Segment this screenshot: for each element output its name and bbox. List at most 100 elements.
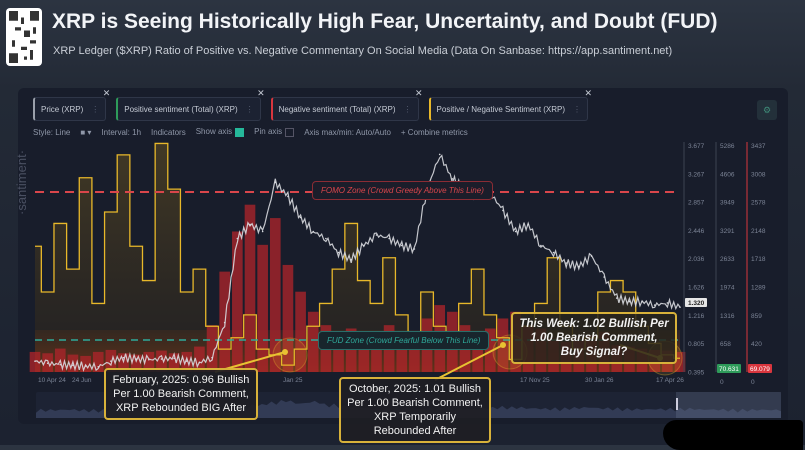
price-point <box>641 300 643 303</box>
checkbox-checked[interactable] <box>235 127 245 137</box>
negative-sentiment-bar <box>130 354 142 372</box>
negative-sentiment-bar <box>181 351 193 372</box>
negative-sentiment-bar <box>206 325 218 372</box>
metric-pills: Price (XRP) ⋮ ✕ Positive sentiment (Total)… <box>33 88 592 121</box>
negative-sentiment-bar <box>333 331 344 372</box>
combine-metrics-button[interactable]: + Combine metrics <box>400 127 468 137</box>
axis-tick-label: 2.036 <box>688 256 705 263</box>
x-tick-label: 17 Nov 25 <box>520 377 550 384</box>
price-point <box>578 265 580 268</box>
metric-pill-negative[interactable]: Negative sentiment (Total) (XRP) ⋮ ✕ <box>270 88 423 121</box>
price-point <box>451 178 454 180</box>
negative-sentiment-bar <box>257 244 268 372</box>
negative-sentiment-bar <box>232 231 243 372</box>
negative-sentiment-bar <box>674 351 686 372</box>
axis-tick-label: 420 <box>751 341 762 348</box>
price-point <box>236 237 239 240</box>
price-point <box>122 356 125 359</box>
show-axis-toggle[interactable]: Show axis <box>195 127 245 137</box>
axis-tick-label: 3.677 <box>688 143 705 150</box>
metric-pill-ratio[interactable]: Positive / Negative Sentiment (XRP) ⋮ ✕ <box>428 88 592 121</box>
price-point <box>527 223 530 226</box>
axis-maxmin-dropdown[interactable]: Axis max/min: Auto/Auto <box>304 127 391 137</box>
price-point <box>223 321 226 324</box>
price-point <box>135 358 137 360</box>
axis-tick-label: 1718 <box>751 256 766 263</box>
checkbox-unchecked[interactable] <box>285 127 295 137</box>
price-point <box>375 234 378 236</box>
axis-tick-label: 2578 <box>751 200 766 207</box>
axis-tick-label: 1316 <box>720 313 735 320</box>
price-point <box>514 230 517 233</box>
callout-arrow <box>434 344 504 381</box>
x-tick-label: Jan 25 <box>283 377 303 384</box>
header: XRP is Seeing Historically High Fear, Un… <box>0 0 805 82</box>
axis-tick-label: 1289 <box>751 285 766 292</box>
fomo-zone-label: FOMO Zone (Crowd Greedy Above This Line) <box>312 181 493 200</box>
axis-tick-label: 3437 <box>751 143 766 150</box>
negative-sentiment-bar <box>396 335 408 372</box>
more-icon[interactable]: ⋮ <box>245 105 254 114</box>
price-point <box>400 244 403 247</box>
settings-button[interactable]: ⚙ <box>757 100 777 120</box>
price-point <box>299 216 302 219</box>
navigator-selection <box>676 392 781 418</box>
price-point <box>628 300 631 303</box>
show-axis-label: Show axis <box>195 127 233 137</box>
axis-tick-label: 0 <box>751 379 755 386</box>
metric-label: Positive / Negative Sentiment (XRP) <box>436 105 566 114</box>
page-title: XRP is Seeing Historically High Fear, Un… <box>52 10 718 33</box>
x-tick-label: 30 Jan 26 <box>585 377 614 384</box>
axis-tick-label: 1974 <box>720 285 735 292</box>
price-point <box>325 237 327 240</box>
indicators-dropdown[interactable]: Indicators <box>151 127 186 137</box>
negative-sentiment-bar <box>194 346 205 372</box>
axis-tick-label: 0.395 <box>688 369 705 376</box>
axis-tick-label: 3.267 <box>688 171 705 178</box>
price-point <box>540 244 542 247</box>
metric-label: Positive sentiment (Total) (XRP) <box>124 105 238 114</box>
x-tick-label: 10 Apr 24 <box>38 377 66 384</box>
metric-pill-positive[interactable]: Positive sentiment (Total) (XRP) ⋮ ✕ <box>116 88 265 121</box>
negative-sentiment-bar <box>244 204 256 372</box>
axis-tick-label: 2148 <box>751 228 766 235</box>
metric-pill-price[interactable]: Price (XRP) ⋮ ✕ <box>33 88 110 121</box>
close-icon[interactable]: ✕ <box>415 88 423 98</box>
price-point <box>565 262 567 264</box>
metric-label: Price (XRP) <box>41 105 84 114</box>
price-current-value: 1.320 <box>688 300 705 307</box>
more-icon[interactable]: ⋮ <box>573 105 582 114</box>
interval-dropdown[interactable]: Interval: 1h <box>101 127 142 137</box>
price-point <box>84 365 87 367</box>
price-point <box>46 362 49 365</box>
negative-current-badge <box>748 364 772 373</box>
callout-feb-2025: February, 2025: 0.96 Bullish Per 1.00 Be… <box>104 368 258 420</box>
price-point <box>413 248 416 250</box>
price-point <box>160 358 163 360</box>
negative-sentiment-bar <box>409 338 420 372</box>
axis-tick-label: 0 <box>720 379 724 386</box>
pin-axis-toggle[interactable]: Pin axis <box>254 127 295 137</box>
x-tick-label: 24 Jun <box>72 377 92 384</box>
price-point <box>653 304 656 306</box>
more-icon[interactable]: ⋮ <box>91 105 100 114</box>
price-point <box>666 302 669 304</box>
close-icon[interactable]: ✕ <box>102 88 111 98</box>
price-point <box>249 223 251 226</box>
negative-sentiment-bar <box>168 353 180 372</box>
close-icon[interactable]: ✕ <box>584 88 593 98</box>
price-point <box>603 276 605 278</box>
price-point <box>274 181 277 184</box>
chart-toolbar: Style: Line ■ ▾ Interval: 1h Indicators … <box>33 125 468 139</box>
close-icon[interactable]: ✕ <box>257 88 265 98</box>
more-icon[interactable]: ⋮ <box>403 105 412 114</box>
price-point <box>590 255 593 257</box>
color-dropdown[interactable]: ■ ▾ <box>80 127 92 137</box>
style-dropdown[interactable]: Style: Line <box>33 127 71 137</box>
positive-current-value: 70.631 <box>719 366 739 373</box>
negative-sentiment-bar <box>358 338 370 372</box>
pin-axis-label: Pin axis <box>254 127 283 137</box>
axis-tick-label: 2.857 <box>688 200 705 207</box>
price-point <box>312 230 315 233</box>
negative-sentiment-bar <box>269 218 281 372</box>
